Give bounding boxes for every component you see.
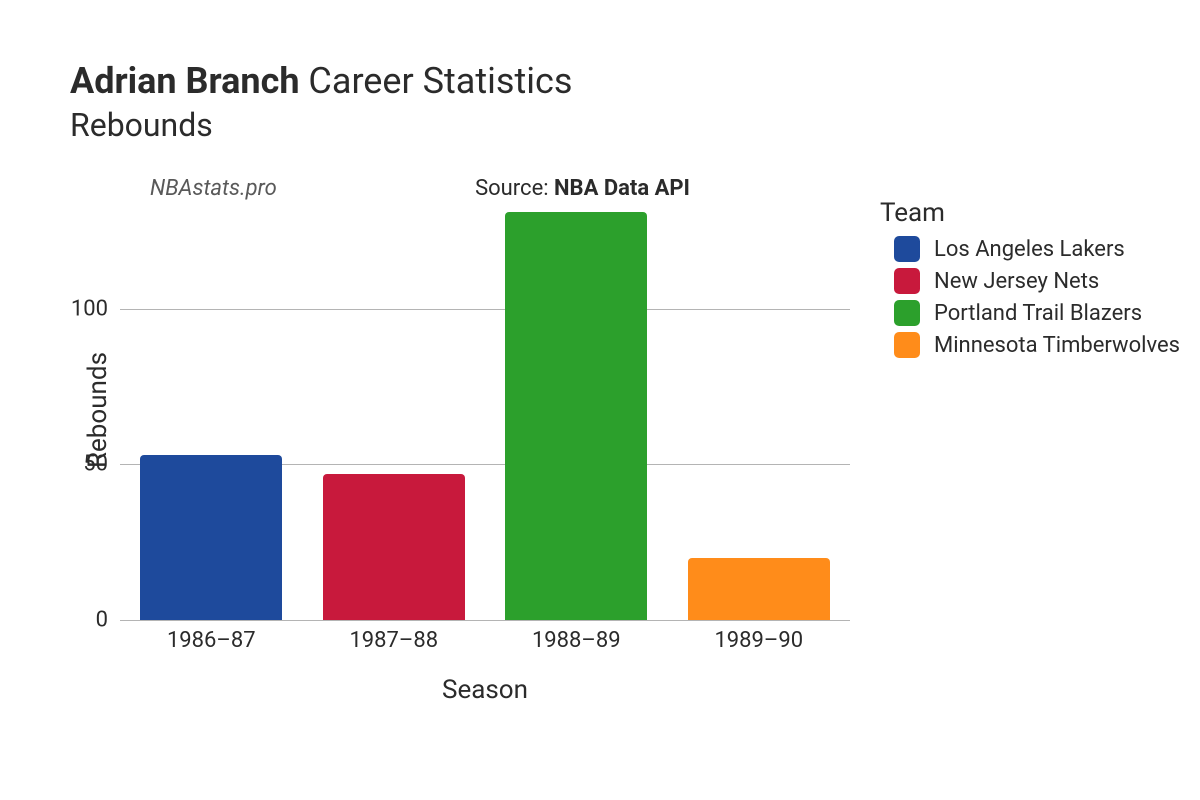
chart-subtitle: Rebounds xyxy=(70,106,572,144)
legend: Team Los Angeles Lakers New Jersey Nets Po… xyxy=(880,198,1180,364)
x-tick-label: 1986–87 xyxy=(167,628,256,653)
source-prefix: Source: xyxy=(475,176,554,201)
legend-label: Minnesota Timberwolves xyxy=(934,333,1180,358)
legend-item: Minnesota Timberwolves xyxy=(880,332,1180,358)
legend-item: Portland Trail Blazers xyxy=(880,300,1180,326)
legend-swatch xyxy=(894,332,920,358)
y-tick-label: 0 xyxy=(96,608,108,633)
x-tick-label: 1989–90 xyxy=(714,628,803,653)
x-tick-label: 1987–88 xyxy=(349,628,438,653)
chart-title-line1: Adrian Branch Career Statistics xyxy=(70,60,572,102)
baseline xyxy=(120,620,850,621)
legend-label: Los Angeles Lakers xyxy=(934,237,1125,262)
title-suffix: Career Statistics xyxy=(300,60,573,102)
plot-area: NBAstats.pro Source: NBA Data API Reboun… xyxy=(120,200,850,620)
legend-swatch xyxy=(894,236,920,262)
legend-item: Los Angeles Lakers xyxy=(880,236,1180,262)
x-tick-label: 1988–89 xyxy=(532,628,621,653)
legend-label: New Jersey Nets xyxy=(934,269,1099,294)
y-axis-label: Rebounds xyxy=(83,352,113,468)
y-tick-label: 50 xyxy=(83,452,108,477)
source-name: NBA Data API xyxy=(554,176,690,201)
bar xyxy=(140,455,282,620)
legend-swatch xyxy=(894,300,920,326)
player-name: Adrian Branch xyxy=(70,60,300,102)
legend-swatch xyxy=(894,268,920,294)
legend-item: New Jersey Nets xyxy=(880,268,1180,294)
legend-label: Portland Trail Blazers xyxy=(934,301,1142,326)
bar xyxy=(505,212,647,620)
bar xyxy=(688,558,830,620)
watermark-text: NBAstats.pro xyxy=(150,176,277,201)
chart-title-block: Adrian Branch Career Statistics Rebounds xyxy=(70,60,572,144)
bar xyxy=(323,474,465,620)
x-axis-label: Season xyxy=(442,675,528,705)
legend-title: Team xyxy=(880,198,1180,228)
y-tick-label: 100 xyxy=(71,296,108,321)
gridline xyxy=(120,309,850,310)
source-attribution: Source: NBA Data API xyxy=(475,176,690,201)
